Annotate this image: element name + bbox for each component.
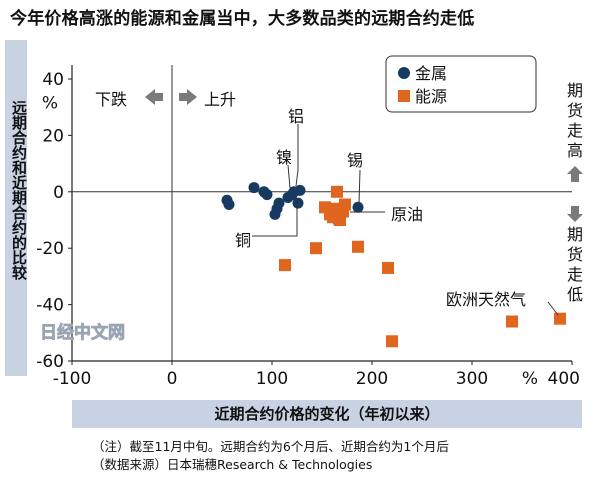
label-tin: 锡 bbox=[347, 151, 363, 170]
energy-point bbox=[382, 261, 394, 274]
arrow-down-icon bbox=[567, 206, 583, 222]
legend-energy-label: 能源 bbox=[415, 87, 447, 106]
y-tick-label: 0 bbox=[53, 183, 64, 203]
y-tick-label: -40 bbox=[36, 296, 64, 316]
x-tick-label: 100 bbox=[256, 369, 288, 389]
energy-point bbox=[339, 198, 351, 211]
x-unit-label: % bbox=[522, 369, 538, 389]
label-nickel: 镍 bbox=[276, 148, 292, 167]
label-future-down-char: 走 bbox=[567, 265, 583, 284]
energy-point bbox=[331, 185, 343, 198]
label-gas: 欧洲天然气 bbox=[446, 290, 526, 309]
energy-point bbox=[386, 335, 398, 348]
energy-point bbox=[506, 315, 518, 328]
leader-gas bbox=[547, 301, 559, 316]
chart-title: 今年价格高涨的能源和金属当中，大多数品类的远期合约走低 bbox=[10, 9, 475, 29]
x-tick-label: -100 bbox=[53, 369, 92, 389]
watermark: 日经中文网 bbox=[40, 322, 125, 343]
source-line: （数据来源）日本瑞穗Research & Technologies bbox=[92, 457, 373, 472]
energy-point bbox=[554, 312, 566, 325]
x-tick-label: 0 bbox=[167, 369, 178, 389]
legend-box bbox=[385, 55, 537, 113]
label-future-up-char: 期 bbox=[567, 81, 583, 100]
metal-point bbox=[273, 197, 285, 209]
energy-point bbox=[279, 259, 291, 272]
energy-point bbox=[310, 242, 322, 255]
y-axis-label-background bbox=[5, 40, 27, 376]
y-tick-label: 40 bbox=[42, 70, 64, 90]
energy-point bbox=[352, 240, 364, 253]
legend-metals-label: 金属 bbox=[415, 64, 447, 83]
label-future-up-char: 走 bbox=[567, 121, 583, 140]
metal-point bbox=[261, 189, 273, 201]
metal-point bbox=[294, 184, 306, 196]
label-future-down-char: 期 bbox=[567, 225, 583, 244]
label-future-up-char: 高 bbox=[567, 141, 583, 160]
leader-aluminum bbox=[295, 124, 299, 187]
y-unit-label: % bbox=[42, 93, 58, 113]
x-axis-label: 近期合约价格的变化（年初以来） bbox=[214, 405, 440, 423]
label-future-down-char: 低 bbox=[567, 285, 583, 304]
metal-point bbox=[292, 197, 304, 209]
y-tick-label: -60 bbox=[36, 352, 64, 372]
label-up: 上升 bbox=[204, 90, 236, 109]
label-future-up-char: 货 bbox=[567, 101, 583, 120]
x-tick-label: 300 bbox=[456, 369, 488, 389]
y-axis-label: 远期合约和近期合约的比较 bbox=[10, 100, 28, 280]
metal-point bbox=[352, 201, 364, 213]
y-tick-label: 20 bbox=[42, 126, 64, 146]
legend-energy-marker bbox=[398, 90, 410, 102]
label-future-down-char: 货 bbox=[567, 245, 583, 264]
leader-tin bbox=[358, 169, 361, 205]
x-tick-label: 400 bbox=[548, 369, 580, 389]
label-down: 下跌 bbox=[95, 90, 127, 109]
label-copper: 铜 bbox=[235, 231, 251, 250]
label-crude: 原油 bbox=[391, 205, 423, 224]
leader-copper bbox=[252, 200, 298, 237]
x-tick-label: 200 bbox=[356, 369, 388, 389]
arrow-right-icon bbox=[179, 89, 197, 105]
chart-notes: （注）截至11月中旬。远期合约为6个月后、近期合约为1个月后 （数据来源）日本瑞… bbox=[92, 438, 592, 474]
arrow-up-icon bbox=[567, 166, 583, 182]
y-tick-label: -20 bbox=[36, 239, 64, 259]
metal-point bbox=[248, 182, 260, 194]
x-axis-label-background bbox=[72, 400, 582, 428]
metal-point bbox=[223, 198, 235, 210]
arrow-left-icon bbox=[145, 89, 163, 105]
leader-nickel bbox=[287, 164, 291, 189]
legend-metals-marker bbox=[398, 67, 410, 79]
note-line: （注）截至11月中旬。远期合约为6个月后、近期合约为1个月后 bbox=[92, 439, 449, 454]
label-aluminum: 铝 bbox=[288, 107, 304, 126]
